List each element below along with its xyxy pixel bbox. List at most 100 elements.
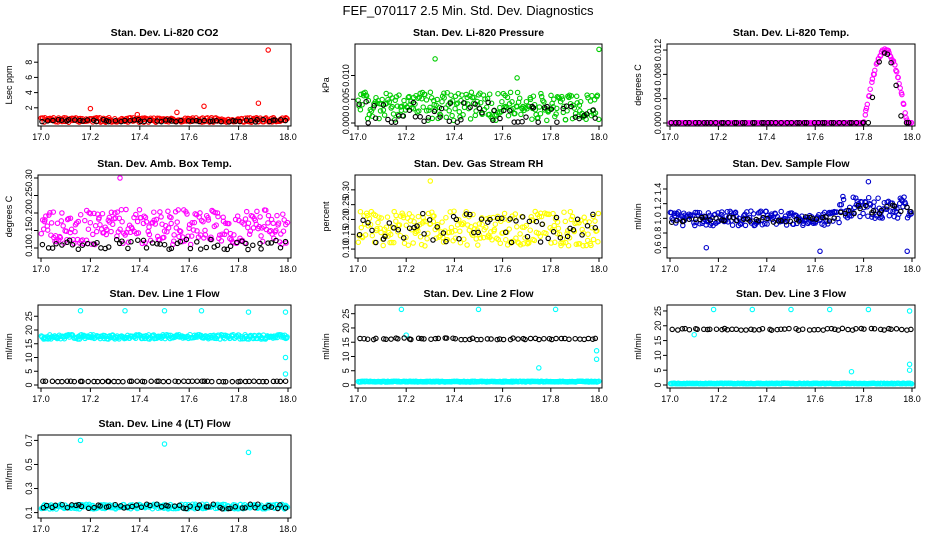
data-point (895, 74, 901, 81)
data-point-outlier (475, 306, 482, 313)
data-point (832, 326, 838, 333)
data-point (194, 239, 200, 245)
x-tick-label: 17.8 (230, 394, 248, 404)
data-point (64, 236, 70, 243)
data-point (562, 117, 569, 123)
data-point (908, 381, 915, 387)
data-point (274, 212, 280, 219)
x-tick-label: 17.8 (542, 132, 560, 142)
data-point (222, 378, 229, 385)
data-point (778, 217, 784, 224)
data-point (477, 99, 484, 106)
data-point (280, 211, 286, 217)
data-point (539, 221, 545, 228)
data-point (417, 234, 424, 240)
data-point (410, 99, 417, 106)
data-point (117, 226, 123, 233)
data-point (364, 336, 371, 342)
data-point (250, 242, 256, 249)
data-point (235, 378, 241, 385)
data-point (826, 218, 833, 224)
data-point (176, 502, 183, 509)
panel-stan-dev-line-2-flow: Stan. Dev. Line 2 Flow 17.0 17.2 17.4 17.6 17… (321, 288, 608, 404)
data-point (488, 229, 494, 235)
y-tick-label: 5 (341, 368, 351, 373)
data-point (477, 235, 484, 241)
x-tick-label: 18.0 (279, 394, 297, 404)
data-point (861, 326, 867, 332)
y-tick-label: 8 (24, 60, 34, 65)
data-point (796, 119, 803, 126)
data-point (197, 246, 204, 252)
data-point (141, 213, 147, 219)
y-tick-label: 5 (24, 369, 34, 374)
data-point (544, 103, 550, 110)
data-point (181, 333, 187, 340)
data-point (400, 235, 407, 241)
data-point (265, 212, 272, 219)
data-point-outlier (593, 348, 600, 354)
data-point (140, 237, 147, 244)
points-layer (667, 46, 915, 126)
data-point (788, 119, 795, 126)
data-point (686, 216, 692, 223)
data-point (99, 210, 106, 217)
data-point (537, 239, 544, 245)
data-point (500, 336, 507, 343)
x-tick-label: 17.0 (661, 132, 679, 142)
data-point (473, 236, 479, 242)
data-point (411, 219, 417, 225)
data-point (64, 216, 71, 223)
data-point (898, 208, 904, 215)
data-point (668, 210, 675, 216)
data-point (904, 204, 910, 211)
data-point (871, 326, 878, 332)
data-point (759, 119, 765, 126)
data-point (772, 119, 779, 126)
data-point (467, 211, 473, 218)
data-point (831, 215, 837, 221)
data-point (579, 232, 585, 238)
data-point (551, 222, 557, 229)
data-point (165, 378, 172, 385)
data-point (877, 326, 884, 333)
chart-title: Stan. Dev. Sample Flow (732, 158, 850, 170)
y-tick-label: 0.30 (24, 169, 34, 187)
data-point (91, 241, 97, 247)
data-point (584, 223, 591, 229)
data-point (796, 218, 802, 224)
data-point (729, 326, 735, 333)
data-point (356, 101, 362, 107)
data-point (247, 501, 254, 508)
data-point (207, 118, 214, 125)
data-point (380, 107, 387, 113)
data-point (93, 118, 100, 125)
data-point (576, 115, 582, 122)
points-layer (38, 175, 291, 253)
data-point (58, 117, 65, 123)
data-point (452, 235, 459, 241)
data-point (501, 210, 508, 217)
chart-title: Stan. Dev. Line 3 Flow (736, 288, 847, 300)
data-point (83, 237, 90, 244)
data-point (447, 100, 454, 106)
data-point (427, 104, 433, 111)
data-point-outlier (817, 248, 823, 255)
data-point (204, 378, 211, 385)
points-layer (355, 46, 602, 126)
data-point (719, 209, 725, 215)
data-point (572, 335, 578, 342)
data-point (552, 239, 558, 246)
data-point (491, 107, 497, 114)
data-point (408, 336, 414, 343)
data-point (554, 119, 560, 125)
data-point (202, 227, 208, 234)
data-point (184, 211, 190, 217)
data-point (405, 94, 412, 101)
data-point (98, 245, 104, 251)
data-point (478, 336, 484, 343)
data-point (545, 235, 551, 242)
data-point-outlier (904, 248, 910, 255)
data-point (186, 225, 192, 232)
data-point (738, 327, 744, 333)
